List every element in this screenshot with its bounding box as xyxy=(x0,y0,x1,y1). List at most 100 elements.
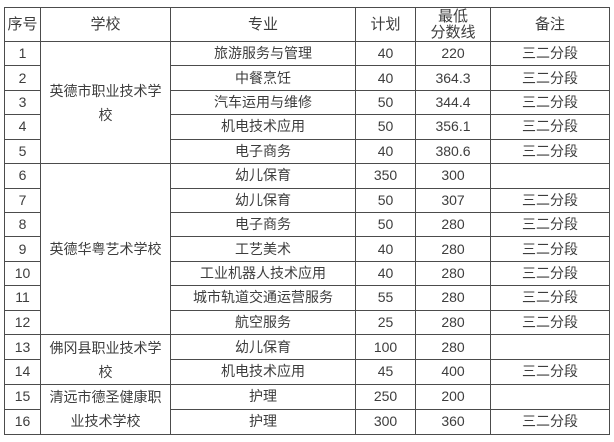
header-min-score-line2: 分数线 xyxy=(430,23,476,41)
cell-plan: 50 xyxy=(355,187,416,213)
cell-no: 5 xyxy=(4,138,41,165)
cell-note: 三二分段 xyxy=(490,89,610,116)
cell-no: 3 xyxy=(4,89,41,116)
table-row: 1 英德市职业技术学校 旅游服务与管理 40 220 三二分段 xyxy=(4,40,610,165)
cell-plan: 40 xyxy=(355,138,416,165)
cell-no: 9 xyxy=(4,236,41,262)
table-row: 4 机电技术应用 50 356.1 三二分段 xyxy=(4,114,610,140)
header-min-score: 最低 分数线 xyxy=(415,7,491,42)
table-row: 6 英德华粤艺术学校 幼儿保育 350 300 xyxy=(4,163,610,336)
table-row: 2 中餐烹饪 40 364.3 三二分段 xyxy=(4,65,610,91)
cell-major: 航空服务 xyxy=(170,309,356,336)
cell-plan: 100 xyxy=(355,334,416,360)
cell-plan: 250 xyxy=(355,383,416,410)
cell-plan: 25 xyxy=(355,309,416,336)
cell-min-score: 380.6 xyxy=(415,138,491,165)
table-row: 10 工业机器人技术应用 40 280 三二分段 xyxy=(4,260,610,287)
cell-plan: 55 xyxy=(355,285,416,311)
cell-no: 6 xyxy=(4,163,41,189)
admission-score-table: 序号 学校 专业 计划 最低 分数线 备注 1 英德市职业技术学校 旅游服务与管… xyxy=(4,7,610,436)
table-row: 16 护理 300 360 三二分段 xyxy=(4,408,610,436)
table-row: 3 汽车运用与维修 50 344.4 三二分段 xyxy=(4,89,610,116)
cell-plan: 40 xyxy=(355,236,416,262)
cell-plan: 40 xyxy=(355,40,416,67)
cell-note: 三二分段 xyxy=(490,260,610,287)
cell-min-score: 344.4 xyxy=(415,89,491,116)
cell-plan: 40 xyxy=(355,65,416,91)
table-row: 9 工艺美术 40 280 三二分段 xyxy=(4,236,610,262)
header-no: 序号 xyxy=(4,7,41,42)
cell-min-score: 220 xyxy=(415,40,491,67)
cell-note: 三二分段 xyxy=(490,65,610,91)
cell-major: 旅游服务与管理 xyxy=(170,40,356,67)
cell-major: 护理 xyxy=(170,408,356,436)
table-row: 11 城市轨道交通运营服务 55 280 三二分段 xyxy=(4,285,610,311)
cell-no: 11 xyxy=(4,285,41,311)
cell-plan: 40 xyxy=(355,260,416,287)
table-row: 14 机电技术应用 45 400 三二分段 xyxy=(4,359,610,385)
cell-no: 4 xyxy=(4,114,41,140)
table-row: 13 佛冈县职业技术学校 幼儿保育 100 280 xyxy=(4,334,610,385)
cell-min-score: 280 xyxy=(415,260,491,287)
header-min-score-line1: 最低 xyxy=(437,7,468,25)
cell-major: 电子商务 xyxy=(170,211,356,238)
table-row: 12 航空服务 25 280 三二分段 xyxy=(4,309,610,336)
cell-note: 三二分段 xyxy=(490,236,610,262)
cell-no: 13 xyxy=(4,334,41,360)
cell-note: 三二分段 xyxy=(490,211,610,238)
table-row: 15 清远市德圣健康职业技术学校 护理 250 200 xyxy=(4,383,610,436)
cell-note: 三二分段 xyxy=(490,187,610,213)
cell-no: 1 xyxy=(4,40,41,67)
cell-major: 护理 xyxy=(170,383,356,410)
cell-note xyxy=(490,163,610,189)
cell-major: 机电技术应用 xyxy=(170,114,356,140)
cell-major: 工艺美术 xyxy=(170,236,356,262)
cell-school: 佛冈县职业技术学校 xyxy=(40,334,171,385)
cell-no: 2 xyxy=(4,65,41,91)
cell-no: 8 xyxy=(4,211,41,238)
cell-major: 幼儿保育 xyxy=(170,187,356,213)
cell-plan: 350 xyxy=(355,163,416,189)
cell-note: 三二分段 xyxy=(490,359,610,385)
cell-plan: 300 xyxy=(355,408,416,436)
cell-min-score: 280 xyxy=(415,309,491,336)
cell-min-score: 200 xyxy=(415,383,491,410)
cell-min-score: 360 xyxy=(415,408,491,436)
cell-school: 清远市德圣健康职业技术学校 xyxy=(40,383,171,436)
cell-note xyxy=(490,383,610,410)
cell-major: 幼儿保育 xyxy=(170,163,356,189)
cell-min-score: 364.3 xyxy=(415,65,491,91)
cell-no: 12 xyxy=(4,309,41,336)
cell-major: 工业机器人技术应用 xyxy=(170,260,356,287)
cell-major: 电子商务 xyxy=(170,138,356,165)
cell-min-score: 300 xyxy=(415,163,491,189)
cell-note: 三二分段 xyxy=(490,114,610,140)
cell-plan: 50 xyxy=(355,114,416,140)
cell-major: 机电技术应用 xyxy=(170,359,356,385)
cell-note xyxy=(490,334,610,360)
cell-min-score: 400 xyxy=(415,359,491,385)
cell-min-score: 280 xyxy=(415,285,491,311)
cell-major: 幼儿保育 xyxy=(170,334,356,360)
cell-no: 15 xyxy=(4,383,41,410)
cell-min-score: 280 xyxy=(415,334,491,360)
cell-min-score: 356.1 xyxy=(415,114,491,140)
header-plan: 计划 xyxy=(355,7,416,42)
cell-plan: 45 xyxy=(355,359,416,385)
cell-plan: 50 xyxy=(355,211,416,238)
cell-major: 汽车运用与维修 xyxy=(170,89,356,116)
cell-no: 14 xyxy=(4,359,41,385)
cell-school: 英德华粤艺术学校 xyxy=(40,163,171,336)
table-row: 5 电子商务 40 380.6 三二分段 xyxy=(4,138,610,165)
cell-major: 中餐烹饪 xyxy=(170,65,356,91)
cell-min-score: 280 xyxy=(415,236,491,262)
cell-no: 16 xyxy=(4,408,41,436)
header-major: 专业 xyxy=(170,7,356,42)
cell-note: 三二分段 xyxy=(490,285,610,311)
header-school: 学校 xyxy=(40,7,171,42)
header-note: 备注 xyxy=(490,7,610,42)
cell-major: 城市轨道交通运营服务 xyxy=(170,285,356,311)
cell-note: 三二分段 xyxy=(490,408,610,436)
header-row: 序号 学校 专业 计划 最低 分数线 备注 xyxy=(4,7,610,42)
